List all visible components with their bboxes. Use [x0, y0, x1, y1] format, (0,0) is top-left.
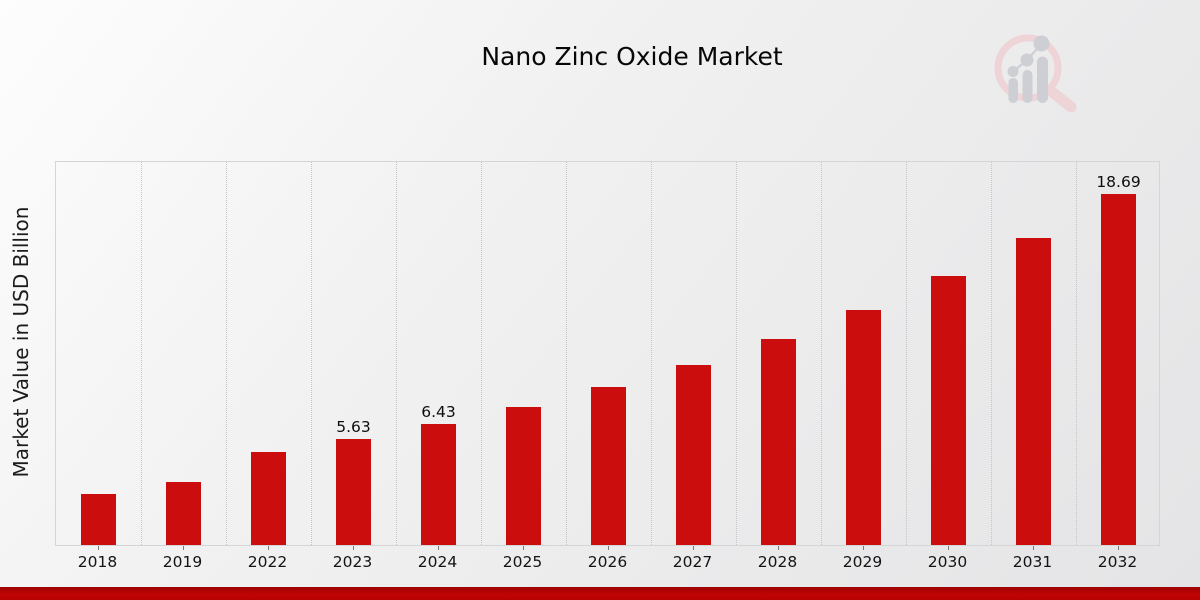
x-axis-tick — [353, 546, 354, 550]
x-axis-tick — [778, 546, 779, 550]
gridline — [225, 162, 227, 545]
x-tick-label-2025: 2025 — [502, 553, 543, 571]
x-axis-tick — [1118, 546, 1119, 550]
x-tick-label-2027: 2027 — [672, 553, 713, 571]
x-tick-label-2029: 2029 — [842, 553, 883, 571]
gridline — [395, 162, 397, 545]
x-axis-tick — [98, 546, 99, 550]
x-axis-tick — [1033, 546, 1034, 550]
gridline — [480, 162, 482, 545]
bar-2018 — [81, 494, 116, 545]
plot-area: 5.63 6.43 18.69 — [55, 161, 1160, 550]
x-tick-label-2018: 2018 — [77, 553, 118, 571]
x-tick-label-2024: 2024 — [417, 553, 458, 571]
bar-2028 — [761, 339, 796, 545]
x-tick-label-2019: 2019 — [162, 553, 203, 571]
x-tick-label-2022: 2022 — [247, 553, 288, 571]
gridline — [905, 162, 907, 545]
x-axis-tick — [693, 546, 694, 550]
bar-2032 — [1101, 194, 1136, 545]
gridline — [140, 162, 142, 545]
gridline — [990, 162, 992, 545]
x-axis-tick — [608, 546, 609, 550]
x-axis-tick — [183, 546, 184, 550]
x-axis-tick — [948, 546, 949, 550]
gridline — [735, 162, 737, 545]
gridline — [565, 162, 567, 545]
bar-2023 — [336, 439, 371, 545]
gridline — [650, 162, 652, 545]
market-research-magnifier-logo — [994, 34, 1077, 113]
x-axis-tick — [863, 546, 864, 550]
bar-2019 — [166, 482, 201, 545]
data-label-2023: 5.63 — [336, 418, 371, 436]
bar-2029 — [846, 310, 881, 545]
bottom-accent-bar — [0, 587, 1200, 600]
bar-2024 — [421, 424, 456, 545]
x-axis-tick — [523, 546, 524, 550]
x-tick-label-2030: 2030 — [927, 553, 968, 571]
x-tick-label-2032: 2032 — [1097, 553, 1138, 571]
y-axis-label: Market Value in USD Billion — [9, 206, 33, 478]
x-axis-labels: 2018 2019 2022 2023 2024 2025 2026 2027 2028 2029… — [55, 553, 1160, 573]
x-axis-tick — [438, 546, 439, 550]
x-axis-tick — [268, 546, 269, 550]
gridline — [820, 162, 822, 545]
bar-2027 — [676, 365, 711, 545]
x-tick-label-2031: 2031 — [1012, 553, 1053, 571]
bar-2031 — [1016, 238, 1051, 545]
x-tick-label-2028: 2028 — [757, 553, 798, 571]
growth-bars-icon — [1007, 35, 1050, 103]
bar-2025 — [506, 407, 541, 545]
gridline — [310, 162, 312, 545]
chart-title: Nano Zinc Oxide Market — [481, 42, 783, 71]
data-label-2024: 6.43 — [421, 403, 456, 421]
bar-2022 — [251, 452, 286, 545]
bar-2030 — [931, 276, 966, 545]
gridline — [1075, 162, 1077, 545]
x-tick-label-2023: 2023 — [332, 553, 373, 571]
x-tick-label-2026: 2026 — [587, 553, 628, 571]
data-label-2032: 18.69 — [1096, 173, 1141, 191]
bar-2026 — [591, 387, 626, 545]
